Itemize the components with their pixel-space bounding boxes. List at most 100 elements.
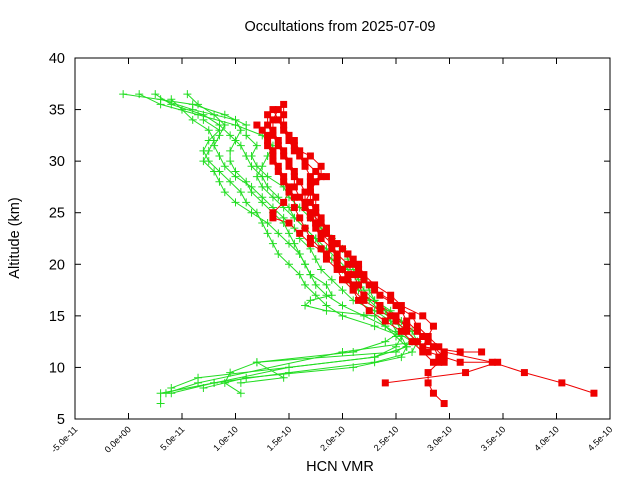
data-point-square [290, 183, 298, 191]
data-point-square [397, 307, 405, 315]
data-point-square [290, 137, 298, 145]
data-point-square [301, 224, 309, 232]
data-point-square [290, 147, 298, 155]
plot-frame [74, 57, 611, 420]
data-point-square [317, 162, 325, 170]
data-point-square [301, 188, 309, 196]
data-point-plus [349, 347, 358, 356]
x-tick-label: -5.0e-11 [49, 424, 79, 454]
data-point-square [419, 343, 427, 351]
data-point-square [312, 193, 320, 201]
data-point-plus [279, 373, 288, 382]
data-point-square [349, 260, 357, 268]
data-point-plus [188, 105, 197, 114]
data-point-square [274, 137, 282, 145]
data-point-plus [220, 110, 229, 119]
data-point-square [355, 296, 363, 304]
data-point-square [285, 137, 293, 145]
data-point-plus [306, 296, 315, 305]
data-point-square [408, 312, 416, 320]
data-point-square [285, 219, 293, 227]
data-point-square [312, 219, 320, 227]
data-point-plus [322, 280, 331, 289]
data-point-square [317, 173, 325, 181]
data-point-plus [242, 198, 251, 207]
data-point-square [296, 178, 304, 186]
data-point-square [429, 322, 437, 330]
data-point-square [392, 302, 400, 310]
data-point-square [349, 255, 357, 263]
data-point-plus [370, 296, 379, 305]
data-point-square [344, 276, 352, 284]
data-point-square [365, 281, 373, 289]
data-point-plus [236, 389, 245, 398]
data-point-square [339, 265, 346, 273]
data-point-square [301, 204, 309, 212]
data-point-plus [301, 260, 310, 269]
data-point-plus [392, 347, 400, 356]
y-tick-label: 30 [49, 154, 65, 170]
data-point-plus [226, 146, 235, 155]
data-point-plus [311, 255, 320, 264]
data-point-square [333, 265, 341, 273]
data-point-square [280, 178, 288, 186]
data-point-plus [236, 378, 245, 387]
data-point-square [253, 121, 261, 129]
data-point-square [392, 312, 400, 320]
data-point-plus [338, 347, 347, 356]
data-point-square [429, 358, 437, 366]
data-point-square [306, 209, 314, 217]
data-point-square [355, 260, 363, 268]
data-point-plus [252, 358, 261, 367]
data-point-square [403, 317, 411, 325]
data-point-square [333, 255, 341, 263]
data-point-square [264, 137, 272, 145]
data-point-plus [194, 373, 203, 382]
data-point-square [387, 296, 395, 304]
data-point-plus [370, 353, 379, 362]
data-point-square [349, 281, 357, 289]
data-point-plus [258, 219, 267, 228]
data-point-square [419, 348, 427, 356]
data-point-square [264, 142, 272, 150]
data-point-plus [167, 95, 176, 104]
data-point-square [274, 167, 282, 175]
data-point-square [280, 198, 288, 206]
data-point-plus [247, 188, 256, 197]
x-tick-label: 2.5e-10 [372, 424, 401, 453]
data-point-plus [338, 286, 347, 295]
data-point-plus [301, 301, 310, 310]
y-axis: 5 10 15 20 25 30 35 40 [49, 51, 610, 428]
data-point-plus [306, 270, 315, 279]
data-point-square [440, 348, 448, 356]
data-point-plus [204, 157, 213, 166]
data-point-plus [226, 177, 235, 186]
data-point-plus [349, 363, 358, 372]
data-point-plus [226, 131, 235, 140]
data-point-square [339, 276, 346, 284]
data-point-plus [226, 368, 235, 377]
data-point-square [269, 131, 277, 139]
y-tick-label: 20 [49, 257, 65, 273]
y-axis-label: Altitude (km) [7, 197, 23, 278]
data-point-plus [285, 229, 293, 238]
data-point-square [590, 389, 598, 397]
data-point-square [269, 147, 277, 155]
data-point-square [312, 204, 320, 212]
data-point-plus [338, 301, 347, 310]
data-point-plus [156, 399, 165, 408]
data-point-square [360, 271, 368, 279]
data-point-square [312, 167, 320, 175]
data-point-square [274, 142, 282, 150]
data-point-square [306, 188, 314, 196]
data-point-plus [135, 90, 144, 99]
data-point-square [317, 214, 325, 222]
data-point-plus [268, 193, 277, 202]
data-point-square [403, 322, 411, 330]
data-point-square [290, 142, 298, 150]
data-point-square [306, 240, 314, 248]
data-point-square [478, 348, 486, 356]
data-point-square [290, 167, 298, 175]
data-point-square [285, 162, 293, 170]
data-point-plus [220, 378, 229, 387]
